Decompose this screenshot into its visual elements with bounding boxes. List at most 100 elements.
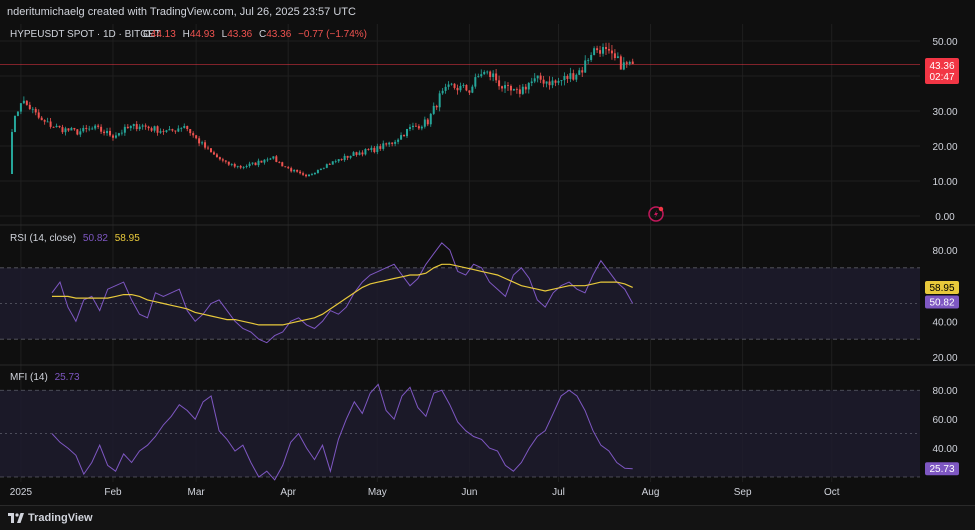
candle-body xyxy=(587,59,590,61)
price-tick-label: 10.00 xyxy=(932,177,957,188)
rsi-band-lines xyxy=(0,267,920,340)
mfi-legend: MFI (14) 25.73 xyxy=(10,372,80,383)
candle-body xyxy=(631,61,634,65)
candle-body xyxy=(382,143,385,149)
candle-body xyxy=(218,157,221,160)
candle-body xyxy=(619,56,622,70)
candle-body xyxy=(168,129,171,131)
candle-body xyxy=(97,125,100,127)
candle-body xyxy=(515,88,518,90)
candle-body xyxy=(429,113,432,125)
candle-body xyxy=(331,161,334,165)
candle-body xyxy=(144,125,147,127)
candle-body xyxy=(43,120,46,122)
candle-body xyxy=(245,166,248,167)
candle-body xyxy=(308,174,310,177)
candle-body xyxy=(171,129,174,131)
candle-body xyxy=(117,133,120,136)
candle-body xyxy=(296,169,299,172)
candle-body xyxy=(70,127,73,131)
ohlc-values: O44.13 H44.93 L43.36 C43.36 −0.77 (−1.74… xyxy=(143,29,367,40)
candle-body xyxy=(545,81,548,84)
candle-body xyxy=(563,75,566,81)
candle-body xyxy=(435,105,438,108)
candle-body xyxy=(106,130,109,134)
tick-label: 40.00 xyxy=(932,317,957,328)
candle-body xyxy=(73,127,76,130)
candle-body xyxy=(539,75,542,80)
candle-body xyxy=(126,126,129,129)
candle-body xyxy=(325,164,328,168)
candle-body xyxy=(322,167,325,169)
candle-body xyxy=(201,142,204,144)
time-tick-label: Jul xyxy=(552,487,565,498)
time-axis[interactable]: 2025 Feb Mar Apr May Jun Jul Aug Sep Oct xyxy=(10,487,840,498)
candle-body xyxy=(569,73,572,79)
candle-body xyxy=(141,125,144,127)
candle-body xyxy=(337,159,340,162)
candle-body xyxy=(346,155,349,158)
alert-icon[interactable] xyxy=(648,206,664,222)
candle-body xyxy=(468,90,471,93)
candle-body xyxy=(278,161,281,163)
footer-bar: TradingView xyxy=(0,505,975,530)
candle-body xyxy=(192,133,195,136)
candle-body xyxy=(207,147,210,149)
mfi-badge-value: 25.73 xyxy=(929,464,954,475)
candle-body xyxy=(111,135,114,138)
candle-body xyxy=(420,126,423,129)
chart-canvas[interactable]: 50.00 40.00 30.00 20.00 10.00 0.00 HYPEUSDT S… xyxy=(0,24,975,505)
candle-body xyxy=(186,125,189,130)
candle-body xyxy=(34,108,37,113)
candle-body xyxy=(521,86,524,94)
candle-body xyxy=(263,159,266,163)
candle-body xyxy=(189,129,192,134)
grid xyxy=(0,24,920,482)
candle-body xyxy=(37,112,40,118)
candle-body xyxy=(477,76,480,78)
candle-body xyxy=(204,142,207,148)
candle-body xyxy=(91,128,94,130)
rsi-ma-line xyxy=(52,263,633,326)
candle-body xyxy=(85,127,88,129)
candle-body xyxy=(599,50,602,54)
candle-body xyxy=(236,165,239,167)
candle-body xyxy=(302,173,305,175)
candle-body xyxy=(388,142,391,145)
candle-body xyxy=(391,142,394,144)
mfi-badge-bg xyxy=(925,462,959,476)
candle-body xyxy=(432,105,435,114)
time-tick-label: Sep xyxy=(734,487,752,498)
candles xyxy=(11,42,634,178)
candle-body xyxy=(61,127,64,133)
candle-body xyxy=(610,50,613,54)
candle-body xyxy=(132,124,135,127)
time-tick-label: Aug xyxy=(642,487,660,498)
rsi-ma-badge-value: 58.95 xyxy=(929,283,954,294)
candle-body xyxy=(551,80,554,86)
candle-body xyxy=(628,61,631,64)
candle-body xyxy=(310,174,313,175)
candle-body xyxy=(527,83,530,90)
candle-body xyxy=(248,163,251,167)
candle-body xyxy=(560,80,563,81)
candle-body xyxy=(471,86,474,93)
candle-body xyxy=(414,125,417,127)
candle-body xyxy=(376,146,379,153)
candle-body xyxy=(450,83,453,85)
time-tick-label: Apr xyxy=(280,487,296,498)
mfi-pane: 80.00 60.00 40.00 MFI (14) 25.73 25.73 xyxy=(0,372,959,481)
candle-body xyxy=(385,143,388,145)
candle-body xyxy=(462,84,465,86)
candle-body xyxy=(343,155,346,161)
candle-body xyxy=(593,48,596,55)
candle-body xyxy=(438,93,441,108)
candle-body xyxy=(349,155,352,158)
candle-body xyxy=(426,119,429,125)
candle-body xyxy=(530,81,533,84)
time-tick-label: Jun xyxy=(461,487,477,498)
candle-body xyxy=(156,126,159,133)
candle-body xyxy=(174,130,177,132)
candle-body xyxy=(370,147,373,150)
